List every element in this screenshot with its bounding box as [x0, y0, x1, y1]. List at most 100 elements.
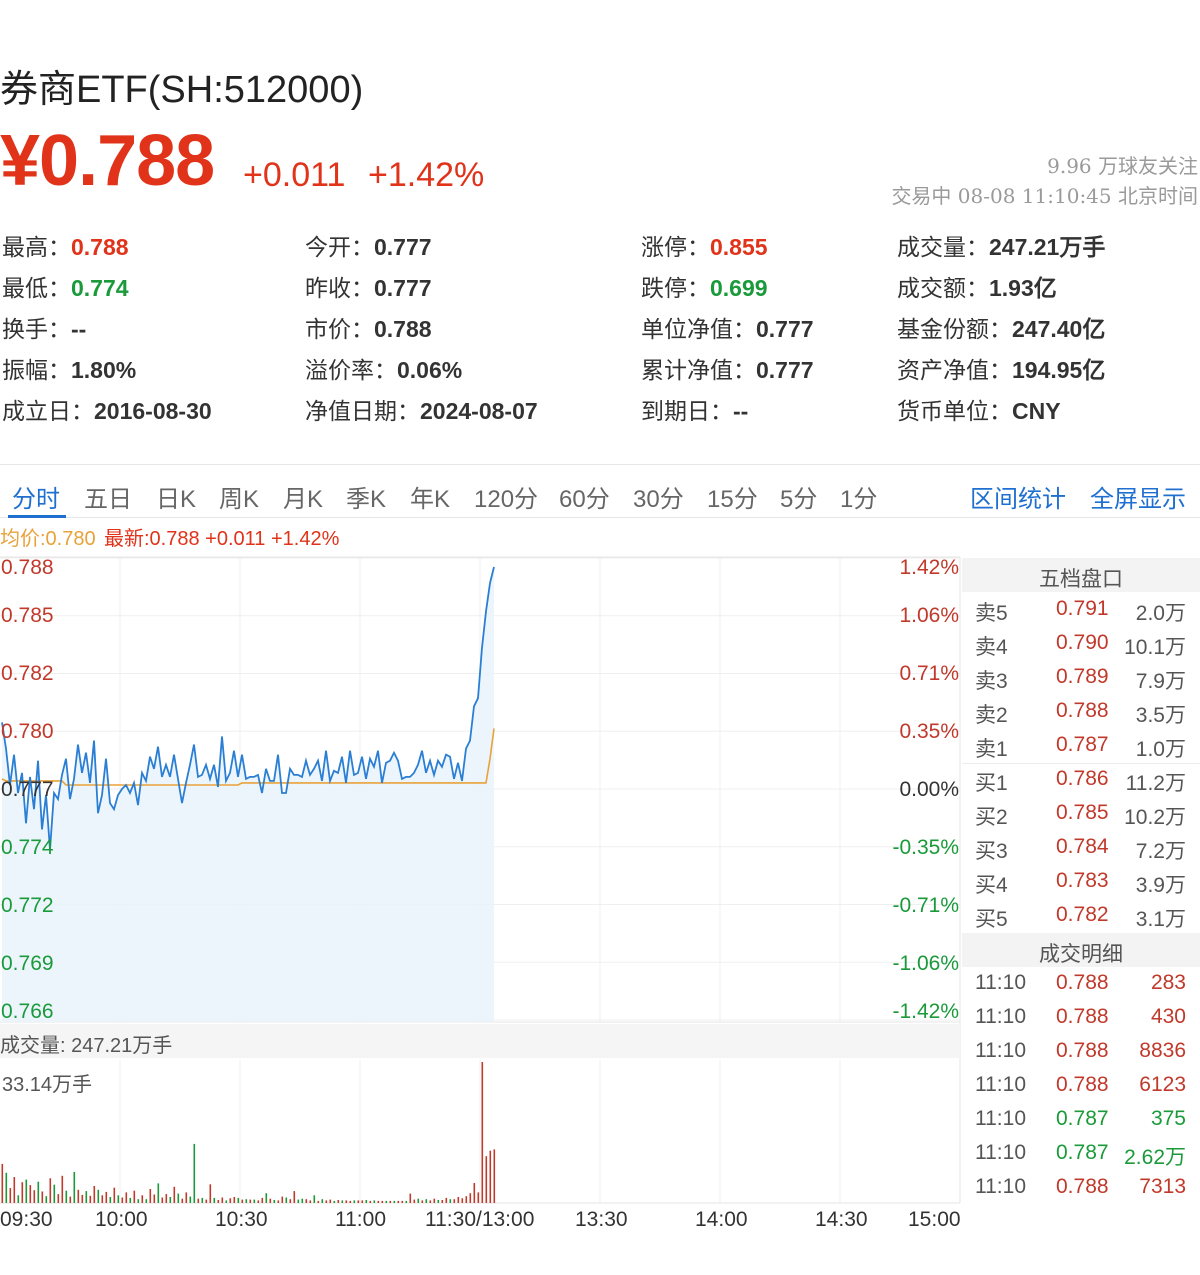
- orderbook-level: 买1: [975, 772, 1008, 795]
- orderbook-price: 0.785: [1056, 801, 1109, 824]
- stat-value: 0.855: [710, 234, 768, 260]
- volume-bar: [161, 1197, 164, 1203]
- trade-time: 11:10: [975, 1005, 1026, 1028]
- volume-bar: [45, 1196, 48, 1203]
- volume-bar: [109, 1197, 112, 1203]
- stat-item: 单位净值：0.777: [641, 310, 814, 344]
- volume-bar: [377, 1200, 380, 1203]
- volume-bar: [97, 1189, 100, 1203]
- volume-bar: [89, 1195, 92, 1203]
- volume-bar: [473, 1183, 476, 1203]
- volume-bar: [333, 1200, 336, 1203]
- fullscreen-button[interactable]: 全屏显示: [1090, 486, 1186, 513]
- stat-value: 0.777: [756, 316, 814, 342]
- tab-0[interactable]: 分时: [12, 486, 60, 513]
- tab-11[interactable]: 5分: [780, 486, 818, 513]
- stat-label: 溢价率：: [305, 357, 397, 383]
- orderbook-level: 买2: [975, 806, 1008, 829]
- volume-bar: [141, 1195, 144, 1203]
- volume-bar: [273, 1200, 276, 1203]
- trade-volume: 7313: [1139, 1175, 1186, 1198]
- volume-bar: [57, 1194, 60, 1203]
- stat-item: 到期日：--: [641, 392, 748, 426]
- volume-bar: [241, 1199, 244, 1203]
- trade-time: 11:10: [975, 1073, 1026, 1096]
- volume-bar: [421, 1200, 424, 1203]
- stat-item: 成立日：2016-08-30: [2, 392, 212, 426]
- price-area-fill: [2, 567, 494, 1022]
- orderbook-volume: 10.1万: [1124, 636, 1186, 659]
- stat-label: 今开：: [305, 234, 374, 260]
- volume-bar: [193, 1143, 196, 1203]
- volume-bar: [477, 1192, 480, 1203]
- tab-3[interactable]: 周K: [219, 486, 260, 513]
- price-tick-label: 0.766: [1, 1000, 54, 1023]
- volume-bar: [429, 1200, 432, 1203]
- volume-bar: [29, 1185, 32, 1203]
- volume-bar: [353, 1200, 356, 1203]
- stat-value: 1.80%: [71, 357, 137, 383]
- volume-bar: [393, 1200, 396, 1203]
- tab-7[interactable]: 120分: [474, 486, 539, 513]
- range-stats-button[interactable]: 区间统计: [970, 486, 1066, 513]
- trade-price: 0.788: [1056, 971, 1109, 994]
- volume-bar: [425, 1199, 428, 1203]
- volume-bar: [41, 1191, 44, 1203]
- pct-tick-label: 1.06%: [899, 604, 959, 627]
- trade-volume: 375: [1150, 1107, 1186, 1130]
- volume-header-band: [0, 1024, 960, 1058]
- pct-tick-label: 1.42%: [899, 556, 959, 579]
- stat-label: 换手：: [2, 316, 71, 342]
- stat-value: --: [733, 398, 749, 424]
- stat-label: 市价：: [305, 316, 374, 342]
- orderbook-header: [962, 558, 1200, 592]
- tab-1[interactable]: 五日: [84, 486, 132, 513]
- volume-bar: [229, 1198, 232, 1203]
- page-title: 券商ETF(SH:512000): [0, 69, 364, 111]
- tab-4[interactable]: 月K: [283, 486, 324, 513]
- volume-bar: [457, 1197, 460, 1203]
- volume-bar: [413, 1199, 416, 1203]
- avg-price-line: [1, 728, 495, 786]
- stat-item: 净值日期：2024-08-07: [305, 392, 538, 426]
- volume-bar: [117, 1195, 120, 1203]
- volume-bar: [373, 1200, 376, 1203]
- tab-2[interactable]: 日K: [156, 486, 197, 513]
- stat-value: 194.95亿: [1012, 357, 1106, 383]
- trades-title: 成交明细: [1039, 943, 1123, 966]
- stat-label: 振幅：: [2, 357, 71, 383]
- volume-bar: [485, 1156, 488, 1203]
- tab-5[interactable]: 季K: [346, 486, 387, 513]
- tab-10[interactable]: 15分: [707, 486, 758, 513]
- volume-bar: [213, 1197, 216, 1203]
- stat-item: 最低：0.774: [2, 269, 129, 303]
- tab-9[interactable]: 30分: [633, 486, 684, 513]
- orderbook-volume: 7.2万: [1135, 840, 1186, 863]
- orderbook-volume: 3.1万: [1135, 908, 1186, 931]
- tab-6[interactable]: 年K: [410, 486, 451, 513]
- volume-bar: [137, 1199, 140, 1203]
- tab-12[interactable]: 1分: [840, 486, 878, 513]
- trade-volume: 6123: [1139, 1073, 1186, 1096]
- volume-bar: [361, 1200, 364, 1203]
- volume-bar: [405, 1200, 408, 1203]
- volume-bar: [149, 1189, 152, 1203]
- time-tick-label: 15:00: [908, 1208, 961, 1231]
- volume-bar: [21, 1182, 24, 1203]
- trade-time: 11:10: [975, 1175, 1026, 1198]
- time-tick-label: 14:00: [695, 1208, 748, 1231]
- stat-item: 基金份额：247.40亿: [897, 310, 1105, 344]
- volume-bar: [145, 1199, 148, 1203]
- stat-label: 资产净值：: [897, 357, 1012, 383]
- trade-volume: 8836: [1139, 1039, 1186, 1062]
- latest-price-legend: 最新:0.788 +0.011 +1.42%: [104, 528, 340, 550]
- price-tick-label: 0.774: [1, 836, 54, 859]
- volume-bar: [289, 1199, 292, 1203]
- volume-bar: [293, 1191, 296, 1203]
- orderbook-level: 卖4: [975, 636, 1008, 659]
- volume-bar: [465, 1196, 468, 1203]
- stat-value: 0.777: [756, 357, 814, 383]
- stat-value: 1.93亿: [989, 275, 1057, 301]
- tab-8[interactable]: 60分: [559, 486, 610, 513]
